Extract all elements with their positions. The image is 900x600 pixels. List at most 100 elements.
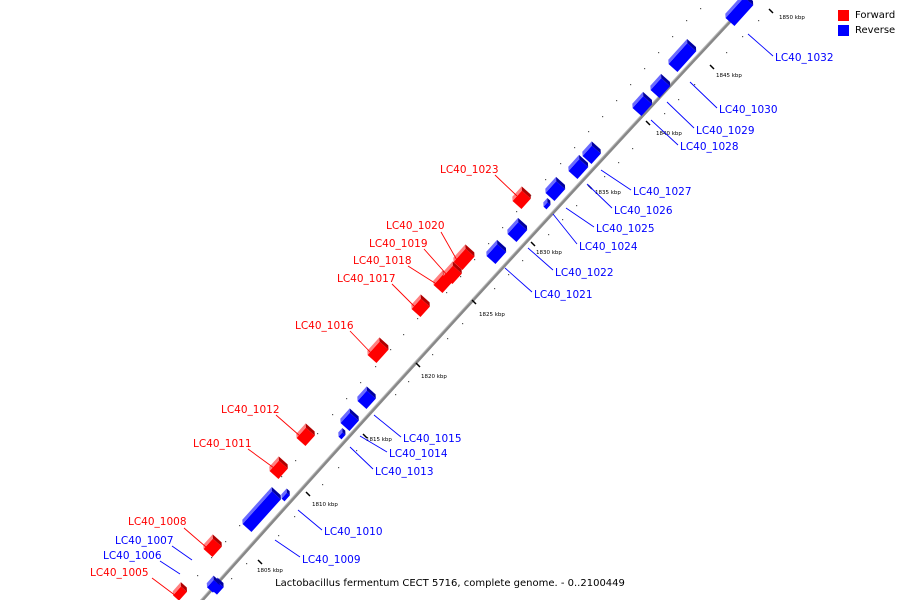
gene-label-lc40_1007[interactable]: LC40_1007 — [115, 535, 174, 547]
reverse-swatch — [838, 25, 849, 36]
gene-label-lc40_1012[interactable]: LC40_1012 — [221, 404, 280, 416]
gene-block-side — [687, 38, 697, 52]
gene-lc40_1027-glyph[interactable] — [580, 141, 603, 165]
gene-label-lc40_1019[interactable]: LC40_1019 — [369, 238, 428, 250]
gene-block-bevel — [725, 0, 745, 18]
gene-block — [543, 202, 551, 210]
minor-dot — [576, 205, 578, 207]
gene-label-lc40_1010[interactable]: LC40_1010 — [324, 526, 383, 538]
gene-label-lc40_1011[interactable]: LC40_1011 — [193, 438, 252, 450]
gene-block-bevel — [357, 386, 367, 401]
gene-block-bevel — [203, 534, 213, 549]
minor-dot — [211, 557, 213, 559]
scale-tick — [471, 299, 477, 305]
gene-label-lc40_1018[interactable]: LC40_1018 — [353, 255, 412, 267]
gene-label-lc40_1024[interactable]: LC40_1024 — [579, 241, 638, 253]
gene-lc40_1032-glyph[interactable] — [723, 0, 755, 27]
gene-lc40_1009-glyph[interactable] — [240, 487, 283, 533]
gene-label-lc40_1028[interactable]: LC40_1028 — [680, 141, 739, 153]
gene-lc40_1010-glyph[interactable] — [279, 488, 292, 502]
gene-leader-line — [159, 560, 181, 575]
gene-label-lc40_1014[interactable]: LC40_1014 — [389, 448, 448, 460]
minor-dot — [447, 338, 449, 340]
gene-label-lc40_1005[interactable]: LC40_1005 — [90, 567, 149, 579]
gene-label-lc40_1021[interactable]: LC40_1021 — [534, 289, 593, 301]
gene-label-lc40_1027[interactable]: LC40_1027 — [633, 186, 692, 198]
gene-block-side — [521, 186, 531, 199]
gene-lc40_1026-glyph[interactable] — [566, 154, 590, 180]
minor-dot — [460, 276, 462, 278]
gene-block-bevel — [206, 575, 214, 588]
gene-block — [668, 43, 697, 73]
gene-label-lc40_1020[interactable]: LC40_1020 — [386, 220, 445, 232]
minor-dot — [408, 381, 410, 383]
gene-lc40_1024-glyph[interactable] — [541, 197, 552, 210]
gene-lc40_1012-glyph[interactable] — [294, 423, 317, 447]
gene-lc40_1005-glyph[interactable] — [171, 582, 189, 600]
gene-block-bevel — [281, 488, 287, 499]
gene-lc40_1020-glyph[interactable] — [451, 244, 476, 271]
gene-label-lc40_1025[interactable]: LC40_1025 — [596, 223, 655, 235]
gene-leader-line — [391, 283, 416, 308]
gene-label-lc40_1008[interactable]: LC40_1008 — [128, 516, 187, 528]
legend: Forward Reverse — [838, 8, 895, 38]
scale-label: 1835 kbp — [595, 190, 621, 196]
minor-dot — [231, 578, 233, 580]
gene-lc40_1016-glyph[interactable] — [365, 337, 390, 364]
gene-lc40_1022-glyph[interactable] — [505, 217, 529, 243]
gene-leader-line — [494, 174, 518, 197]
gene-lc40_1013-glyph[interactable] — [336, 427, 347, 440]
minor-dot — [488, 243, 490, 245]
minor-dot — [278, 535, 280, 537]
gene-leader-line — [747, 33, 774, 57]
gene-label-lc40_1009[interactable]: LC40_1009 — [302, 554, 361, 566]
gene-lc40_1017-glyph[interactable] — [409, 294, 432, 318]
gene-block — [211, 581, 224, 595]
gene-lc40_1011-glyph[interactable] — [267, 456, 290, 480]
minor-dot — [658, 52, 660, 54]
gene-lc40_1019-glyph[interactable] — [441, 261, 464, 285]
gene-label-lc40_1023[interactable]: LC40_1023 — [440, 164, 499, 176]
gene-label-lc40_1015[interactable]: LC40_1015 — [403, 433, 462, 445]
gene-block-bevel — [632, 91, 644, 108]
gene-leader-line — [151, 577, 177, 597]
minor-dot — [446, 292, 448, 294]
gene-lc40_1014-glyph[interactable] — [338, 408, 361, 432]
scale-tick — [305, 491, 311, 497]
gene-label-lc40_1032[interactable]: LC40_1032 — [775, 52, 834, 64]
gene-lc40_1025-glyph[interactable] — [543, 176, 567, 202]
gene-label-lc40_1026[interactable]: LC40_1026 — [614, 205, 673, 217]
gene-lc40_1023-glyph[interactable] — [510, 186, 533, 210]
gene-lc40_1007-glyph[interactable] — [205, 575, 222, 593]
gene-label-lc40_1022[interactable]: LC40_1022 — [555, 267, 614, 279]
gene-block — [296, 427, 315, 447]
gene-label-lc40_1016[interactable]: LC40_1016 — [295, 320, 354, 332]
minor-dot — [632, 148, 634, 150]
minor-dot — [225, 541, 227, 543]
gene-lc40_1015-glyph[interactable] — [355, 386, 378, 410]
scale-tick — [415, 362, 421, 368]
gene-label-lc40_1006[interactable]: LC40_1006 — [103, 550, 162, 562]
legend-forward[interactable]: Forward — [838, 8, 895, 23]
gene-leader-line — [666, 101, 695, 129]
gene-label-lc40_1030[interactable]: LC40_1030 — [719, 104, 778, 116]
gene-label-lc40_1029[interactable]: LC40_1029 — [696, 125, 755, 137]
minor-dot — [432, 354, 434, 356]
gene-block — [173, 586, 188, 600]
gene-lc40_1008-glyph[interactable] — [201, 534, 224, 558]
gene-lc40_1021-glyph[interactable] — [484, 239, 508, 265]
gene-lc40_1029-glyph[interactable] — [648, 73, 672, 99]
minor-dot — [618, 162, 620, 164]
minor-dot — [726, 52, 728, 54]
gene-block-side — [366, 386, 376, 399]
minor-dot — [686, 20, 688, 22]
gene-block — [632, 96, 653, 117]
gene-label-lc40_1013[interactable]: LC40_1013 — [375, 466, 434, 478]
gene-label-lc40_1017[interactable]: LC40_1017 — [337, 273, 396, 285]
legend-reverse[interactable]: Reverse — [838, 23, 895, 38]
gene-block-side — [379, 337, 389, 350]
gene-lc40_1030-glyph[interactable] — [666, 38, 698, 73]
minor-dot — [562, 219, 564, 221]
gene-lc40_1028-glyph[interactable] — [630, 91, 654, 117]
